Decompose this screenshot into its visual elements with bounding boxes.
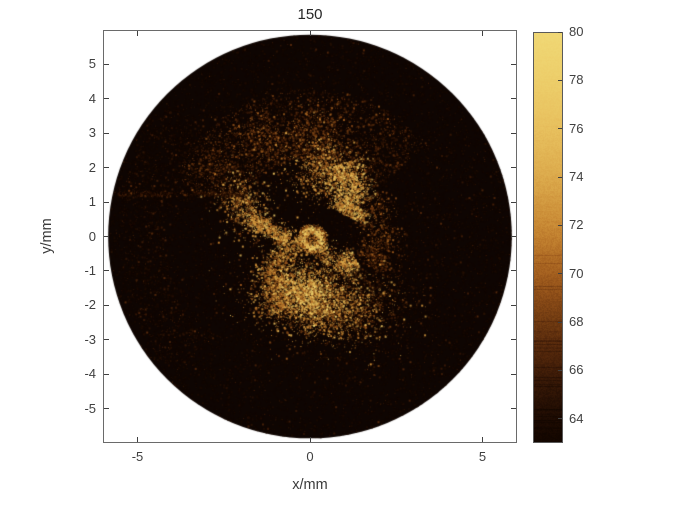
y-tick-mark bbox=[511, 98, 516, 100]
y-tick-mark bbox=[511, 132, 516, 134]
colorbar-tick-label: 66 bbox=[569, 362, 584, 378]
colorbar-tick-label: 78 bbox=[569, 72, 584, 88]
colorbar-tick-label: 70 bbox=[569, 265, 584, 281]
y-tick-label: -3 bbox=[84, 331, 96, 347]
y-tick-mark bbox=[511, 63, 516, 65]
y-tick-mark bbox=[104, 408, 109, 410]
colorbar-tick-label: 80 bbox=[569, 24, 584, 39]
colorbar-tick-mark bbox=[558, 369, 562, 371]
y-tick-label: -5 bbox=[84, 400, 96, 416]
colorbar-tick-mark bbox=[558, 79, 562, 81]
y-tick-label: 5 bbox=[88, 56, 96, 72]
colorbar-tick-label: 64 bbox=[569, 410, 584, 426]
x-tick-label: 0 bbox=[306, 449, 314, 464]
colorbar-tick-mark bbox=[558, 176, 562, 178]
colorbar-tick-label: 68 bbox=[569, 314, 584, 330]
oct-image-canvas bbox=[103, 30, 517, 443]
y-tick-mark bbox=[511, 236, 516, 237]
y-tick-label: -4 bbox=[84, 366, 96, 382]
x-tick-mark bbox=[137, 31, 138, 36]
y-tick-label: 2 bbox=[88, 159, 96, 175]
x-tick-mark bbox=[309, 31, 311, 36]
y-tick-label: -2 bbox=[84, 297, 96, 313]
y-axis-label: y/mm bbox=[39, 218, 55, 254]
y-tick-mark bbox=[104, 304, 109, 306]
colorbar-tick-label: 76 bbox=[569, 120, 584, 136]
y-tick-label: 4 bbox=[88, 90, 96, 106]
y-tick-mark bbox=[104, 201, 109, 203]
y-tick-mark bbox=[511, 339, 516, 341]
y-tick-label: 3 bbox=[88, 125, 96, 141]
y-tick-mark bbox=[511, 201, 516, 203]
y-tick-mark bbox=[104, 98, 109, 100]
y-tick-label: 0 bbox=[88, 228, 96, 244]
y-tick-label: 1 bbox=[88, 194, 96, 210]
y-tick-mark bbox=[104, 373, 109, 375]
y-tick-mark bbox=[511, 408, 516, 410]
colorbar-tick-mark bbox=[558, 128, 562, 130]
x-tick-mark bbox=[482, 31, 483, 36]
colorbar-tick-label: 74 bbox=[569, 169, 584, 185]
x-tick-mark bbox=[137, 437, 138, 442]
x-tick-label: -5 bbox=[131, 449, 144, 464]
colorbar-tick-mark bbox=[558, 418, 562, 420]
y-tick-mark bbox=[104, 132, 109, 134]
y-tick-mark bbox=[511, 270, 516, 272]
colorbar-tick-mark bbox=[558, 31, 562, 33]
plot-title: 150 bbox=[297, 6, 323, 23]
y-tick-mark bbox=[104, 167, 109, 169]
x-axis-label: x/mm bbox=[292, 477, 328, 493]
y-tick-label: -1 bbox=[84, 262, 96, 278]
x-tick-label: 5 bbox=[478, 449, 487, 464]
y-tick-mark bbox=[511, 373, 516, 375]
x-tick-mark bbox=[482, 437, 483, 442]
y-tick-mark bbox=[104, 236, 109, 237]
x-tick-mark bbox=[309, 437, 311, 442]
y-tick-mark bbox=[511, 304, 516, 306]
y-tick-mark bbox=[104, 339, 109, 341]
y-tick-mark bbox=[104, 63, 109, 65]
y-tick-mark bbox=[104, 270, 109, 272]
colorbar-tick-mark bbox=[558, 321, 562, 323]
colorbar-tick-label: 72 bbox=[569, 217, 584, 233]
y-tick-mark bbox=[511, 167, 516, 169]
colorbar-tick-mark bbox=[558, 224, 562, 226]
colorbar-tick-mark bbox=[558, 273, 562, 275]
colorbar-gradient-canvas bbox=[533, 32, 563, 443]
